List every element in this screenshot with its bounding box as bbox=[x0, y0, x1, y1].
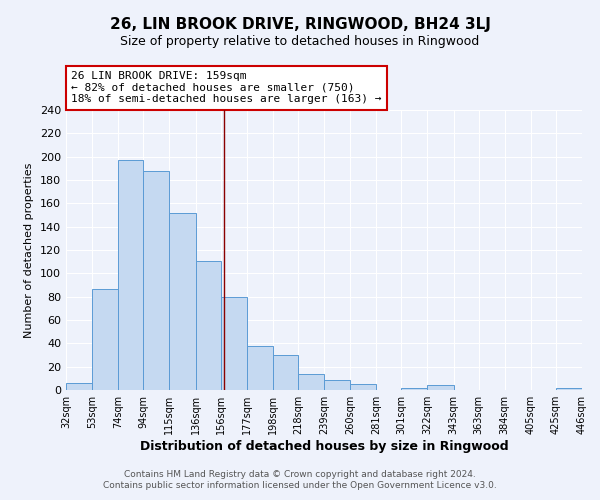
Text: Size of property relative to detached houses in Ringwood: Size of property relative to detached ho… bbox=[121, 35, 479, 48]
Bar bbox=[221, 296, 247, 390]
Bar bbox=[298, 374, 324, 390]
Text: 26 LIN BROOK DRIVE: 159sqm
← 82% of detached houses are smaller (750)
18% of sem: 26 LIN BROOK DRIVE: 159sqm ← 82% of deta… bbox=[71, 71, 382, 104]
Y-axis label: Number of detached properties: Number of detached properties bbox=[25, 162, 34, 338]
Bar bbox=[273, 355, 298, 390]
Bar bbox=[66, 383, 92, 390]
Bar bbox=[427, 386, 454, 390]
Bar bbox=[556, 388, 582, 390]
Bar bbox=[350, 384, 376, 390]
Bar bbox=[247, 346, 273, 390]
Bar bbox=[401, 388, 427, 390]
Bar bbox=[196, 260, 221, 390]
Bar bbox=[169, 212, 196, 390]
Bar bbox=[324, 380, 350, 390]
Text: Contains HM Land Registry data © Crown copyright and database right 2024.: Contains HM Land Registry data © Crown c… bbox=[124, 470, 476, 479]
Bar bbox=[143, 170, 169, 390]
Text: 26, LIN BROOK DRIVE, RINGWOOD, BH24 3LJ: 26, LIN BROOK DRIVE, RINGWOOD, BH24 3LJ bbox=[110, 18, 490, 32]
Text: Contains public sector information licensed under the Open Government Licence v3: Contains public sector information licen… bbox=[103, 481, 497, 490]
Bar bbox=[92, 288, 118, 390]
X-axis label: Distribution of detached houses by size in Ringwood: Distribution of detached houses by size … bbox=[140, 440, 508, 453]
Bar bbox=[118, 160, 143, 390]
